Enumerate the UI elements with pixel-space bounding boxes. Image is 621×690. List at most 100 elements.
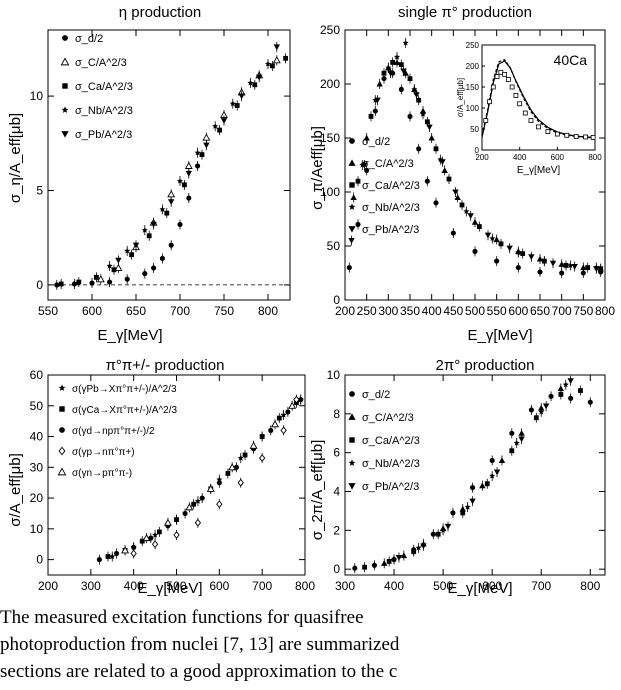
data-point-star [385, 64, 392, 71]
data-point-square [598, 266, 604, 272]
inset-plot: 200 400 600 800 0 50 100 150 200 250 40Ca E_γ[MeV] σ… [456, 41, 602, 176]
data-point-circle [416, 146, 422, 152]
data-point-star [463, 208, 470, 214]
inset-x-tick-label: 600 [551, 153, 565, 162]
x-tick-label: 800 [595, 304, 615, 318]
data-point-triangle [348, 159, 356, 166]
data-point-square [390, 60, 396, 65]
y-tick-label: 10 [30, 89, 44, 103]
y-tick-label: 2 [333, 523, 340, 537]
data-point-square [424, 119, 430, 125]
data-point-square [435, 531, 441, 537]
x-tick-label: 300 [81, 579, 101, 593]
data-point-triangle-down [348, 226, 356, 233]
data-point-circle [177, 221, 183, 228]
legend-entry: σ_C/A^2/3 [362, 158, 414, 170]
data-point-triangle [471, 219, 479, 225]
x-tick-label: 600 [482, 579, 502, 593]
data-point-circle [124, 276, 130, 282]
data-point-circle [352, 565, 358, 571]
data-point-triangle-down [387, 70, 394, 77]
data-point-triangle [498, 457, 506, 463]
data-point-triangle-down [506, 245, 513, 252]
x-tick-label: 800 [580, 579, 600, 593]
data-point-circle [186, 195, 192, 201]
inset-data-point [583, 134, 588, 140]
data-point-circle [494, 258, 500, 264]
legend-entry: σ(γn→pπ°π-) [72, 468, 132, 479]
data-point-star [247, 79, 254, 86]
data-point-triangle-down [493, 469, 501, 476]
data-point-square [94, 274, 99, 280]
data-point-circle [509, 430, 515, 436]
data-point-star [359, 161, 366, 168]
data-point-square [58, 281, 64, 287]
data-point-square [276, 415, 282, 421]
data-point-diamond-open [194, 518, 202, 527]
legend-entry: σ_d/2 [362, 136, 390, 148]
data-point-circle [96, 557, 102, 563]
data-point-square [225, 471, 231, 476]
data-point-triangle [348, 413, 356, 420]
data-point-square [362, 564, 368, 570]
data-point-star [229, 100, 236, 107]
data-point-triangle-open [60, 57, 70, 66]
data-point-circle [182, 510, 188, 517]
x-tick-label: 200 [38, 579, 58, 593]
data-point-triangle-open [272, 56, 281, 64]
data-point-circle [349, 138, 355, 144]
data-point-circle [131, 544, 137, 550]
data-point-star [265, 60, 271, 67]
data-point-circle [285, 409, 291, 415]
data-point-triangle-down [469, 498, 476, 505]
data-point-square [558, 392, 564, 397]
data-point-triangle-open [228, 463, 237, 471]
data-point-triangle-down [361, 162, 368, 169]
x-tick-label: 300 [378, 304, 398, 318]
x-tick-label: 250 [357, 304, 377, 318]
data-point-triangle [428, 134, 435, 141]
data-point-triangle-down [484, 232, 492, 239]
data-point-triangle [363, 134, 370, 141]
data-point-square [533, 415, 539, 421]
data-point-triangle [441, 167, 448, 173]
y-tick-label: 0 [333, 562, 340, 576]
legend-entry: σ_Nb/A^2/3 [75, 105, 133, 117]
data-point-star [212, 123, 219, 129]
data-point-circle [424, 178, 430, 184]
inset-data-point [564, 132, 570, 138]
data-point-circle [364, 167, 370, 173]
panel-single-pi0-production: single π° production E_γ[MeV] σ_π/Aeff[μ… [309, 4, 615, 344]
y-tick-label: 0 [36, 278, 43, 292]
data-point-circle [346, 265, 352, 271]
data-point-square [578, 388, 583, 393]
data-point-circle [62, 35, 68, 41]
inset-data-point [494, 74, 500, 79]
data-point-triangle [376, 80, 383, 87]
data-point-square [509, 448, 515, 454]
data-point-circle [151, 265, 157, 271]
data-point-triangle-down [348, 483, 356, 490]
data-point-star [394, 53, 400, 60]
data-point-circle [587, 399, 593, 405]
data-point-diamond-open [130, 549, 137, 558]
data-point-triangle-down [256, 74, 263, 81]
inset-data-point [490, 84, 496, 90]
y-tick-label: 200 [320, 77, 340, 91]
y-axis-label: σ_π/Aeff[μb] [309, 126, 326, 210]
data-point-square [59, 406, 65, 412]
legend-entry: σ_Nb/A^2/3 [362, 202, 420, 214]
y-tick-label: 8 [333, 407, 340, 421]
inset-y-tick-label: 200 [466, 62, 480, 71]
data-point-triangle-open [114, 263, 123, 271]
caption-line: The measured excitation functions for qu… [0, 607, 364, 628]
data-point-star [464, 503, 471, 510]
inset-model-curve [481, 60, 596, 138]
data-point-square [259, 434, 265, 439]
data-point-square [398, 62, 404, 67]
data-point-square [105, 554, 111, 559]
data-point-triangle [381, 560, 388, 566]
y-tick-label: 6 [333, 446, 340, 460]
y-tick-label: 4 [333, 485, 340, 499]
data-point-triangle [518, 430, 525, 436]
